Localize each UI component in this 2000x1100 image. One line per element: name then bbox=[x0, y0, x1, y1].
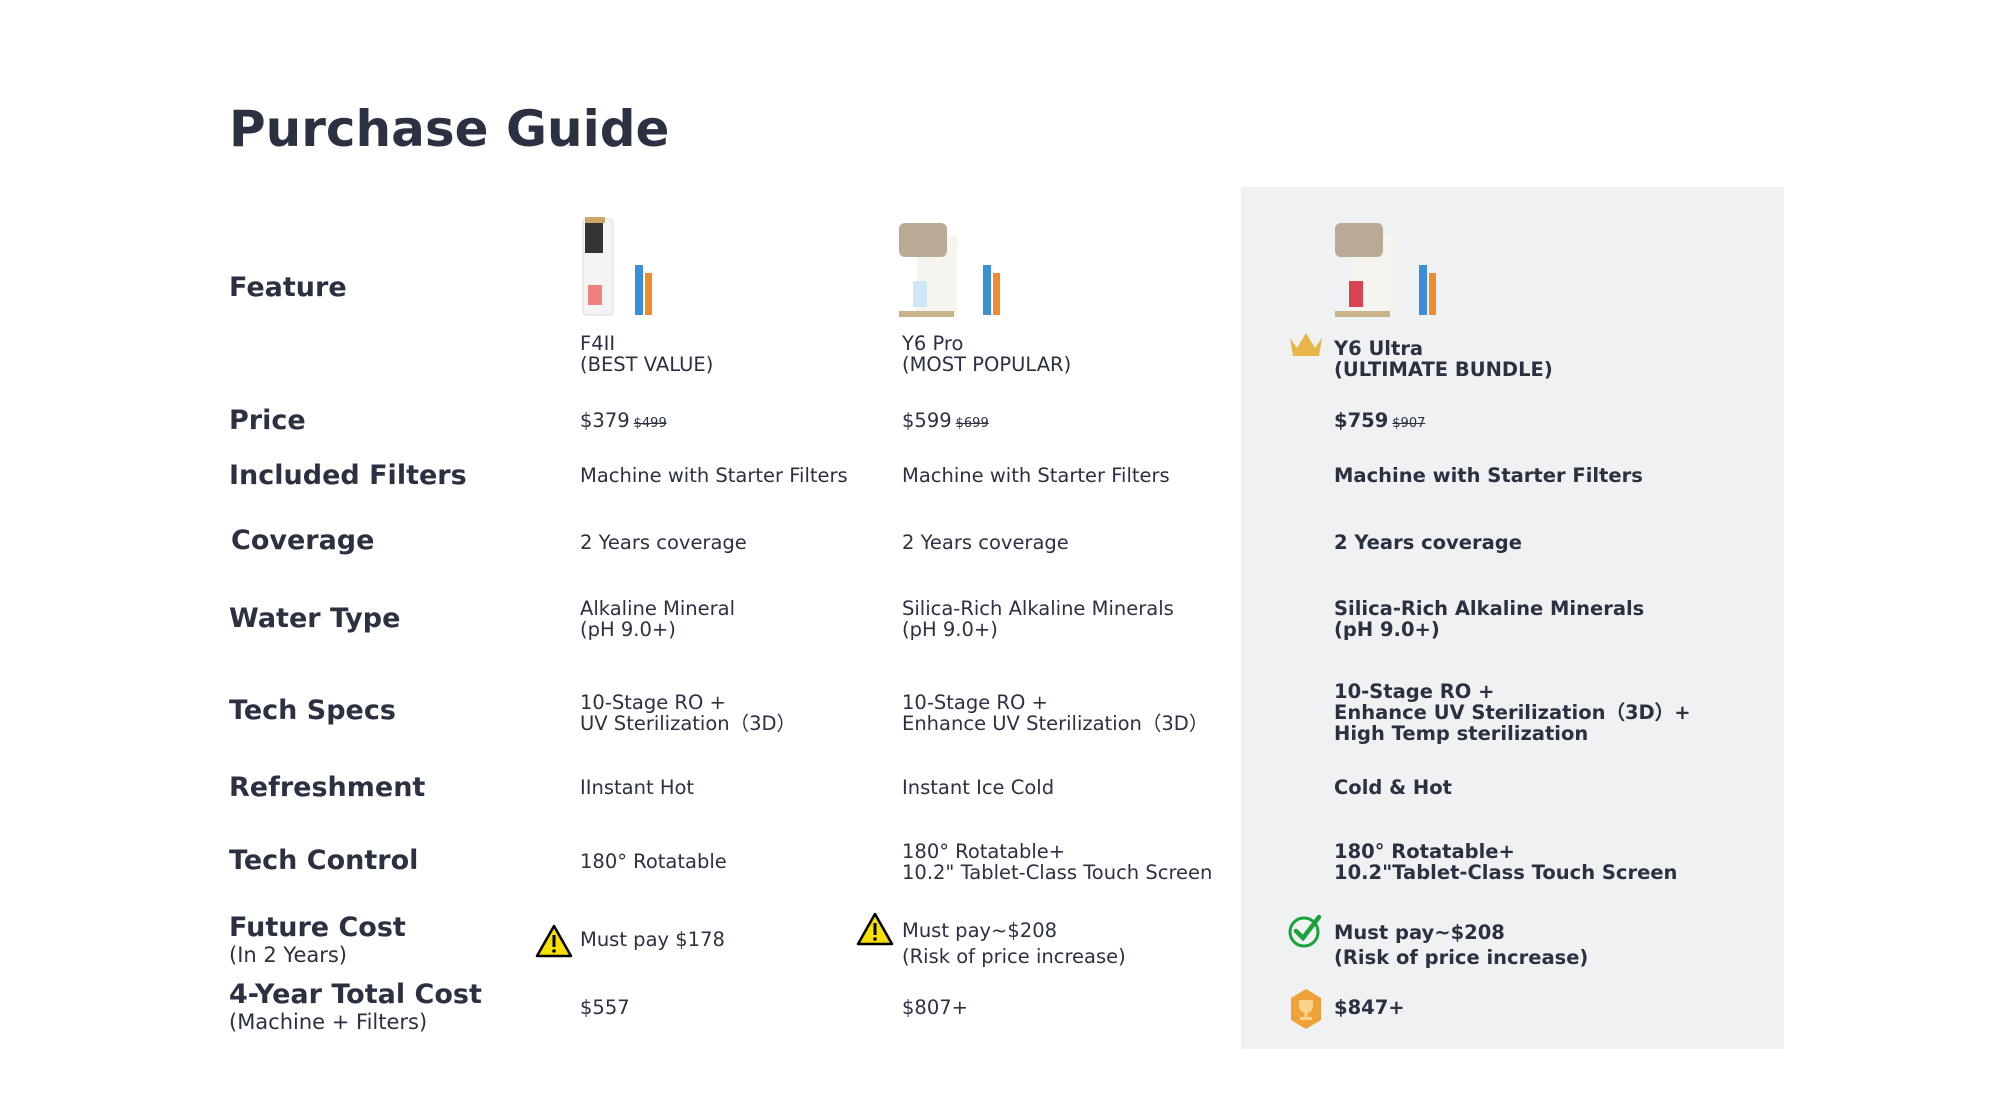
control-f4ii: 180° Rotatable bbox=[580, 850, 727, 873]
water-y6-pro: Silica-Rich Alkaline Minerals (pH 9.0+) bbox=[902, 597, 1174, 641]
filters-y6-pro: Machine with Starter Filters bbox=[902, 464, 1170, 487]
price: $379 bbox=[580, 409, 630, 432]
warning-icon bbox=[856, 912, 894, 946]
future-f4ii: Must pay $178 bbox=[580, 928, 725, 951]
refresh-y6-ultra: Cold & Hot bbox=[1334, 776, 1452, 799]
old-price: $907 bbox=[1392, 416, 1426, 431]
water-y6-ultra: Silica-Rich Alkaline Minerals (pH 9.0+) bbox=[1334, 597, 1645, 641]
total-y6-pro: $807+ bbox=[902, 996, 968, 1019]
product-image-f4ii bbox=[582, 217, 652, 316]
product-image-y6-ultra bbox=[1335, 223, 1436, 317]
row-label-feature: Feature bbox=[229, 272, 347, 303]
highlight-column-panel bbox=[1241, 187, 1784, 1049]
filters-y6-ultra: Machine with Starter Filters bbox=[1334, 464, 1643, 487]
total-sublabel: (Machine + Filters) bbox=[229, 1010, 428, 1034]
row-label-tech: Tech Specs bbox=[229, 695, 396, 726]
price: $599 bbox=[902, 409, 952, 432]
row-label-refresh: Refreshment bbox=[229, 772, 426, 803]
filters-f4ii: Machine with Starter Filters bbox=[580, 464, 848, 487]
tag: (MOST POPULAR) bbox=[902, 353, 1072, 376]
old-price: $499 bbox=[633, 416, 667, 431]
water-f4ii: Alkaline Mineral (pH 9.0+) bbox=[580, 597, 736, 641]
coverage-f4ii: 2 Years coverage bbox=[580, 531, 747, 554]
row-label-coverage: Coverage bbox=[231, 525, 375, 556]
control-y6-pro: 180° Rotatable+ 10.2" Tablet-Class Touch… bbox=[902, 840, 1213, 884]
tag: (BEST VALUE) bbox=[580, 353, 714, 376]
tech-f4ii: 10-Stage RO + UV Sterilization（3D） bbox=[580, 691, 797, 735]
future-y6-pro: Must pay~$208 (Risk of price increase) bbox=[902, 919, 1126, 968]
product-name-f4ii: F4II (BEST VALUE) bbox=[580, 333, 713, 375]
check-circle-icon bbox=[1288, 914, 1322, 948]
future-y6-ultra: Must pay~$208 (Risk of price increase) bbox=[1334, 921, 1589, 969]
refresh-f4ii: IInstant Hot bbox=[580, 776, 695, 799]
refresh-y6-pro: Instant Ice Cold bbox=[902, 776, 1055, 799]
row-label-water: Water Type bbox=[229, 603, 401, 634]
page-title: Purchase Guide bbox=[229, 100, 670, 158]
total-label: 4-Year Total Cost bbox=[229, 979, 482, 1010]
row-label-price: Price bbox=[229, 405, 306, 436]
crown-icon bbox=[1290, 333, 1322, 356]
total-f4ii: $557 bbox=[580, 996, 630, 1019]
tech-y6-pro: 10-Stage RO + Enhance UV Sterilization（3… bbox=[902, 691, 1209, 735]
old-price: $699 bbox=[955, 416, 989, 431]
price-f4ii: $379 $499 bbox=[580, 410, 667, 434]
coverage-y6-pro: 2 Years coverage bbox=[902, 531, 1069, 554]
product-name-y6-ultra: Y6 Ultra (ULTIMATE BUNDLE) bbox=[1334, 338, 1553, 380]
product-name-y6-pro: Y6 Pro (MOST POPULAR) bbox=[902, 333, 1071, 375]
total-y6-ultra: $847+ bbox=[1334, 996, 1405, 1019]
future-sublabel: (In 2 Years) bbox=[229, 943, 348, 967]
name: Y6 Pro bbox=[902, 332, 964, 355]
trophy-badge-icon bbox=[1291, 989, 1321, 1029]
row-label-future: Future Cost (In 2 Years) bbox=[229, 912, 406, 967]
future-label: Future Cost bbox=[229, 912, 406, 943]
price-y6-ultra: $759 $907 bbox=[1334, 410, 1425, 434]
row-label-total: 4-Year Total Cost (Machine + Filters) bbox=[229, 979, 482, 1034]
row-label-filters: Included Filters bbox=[229, 460, 467, 491]
coverage-y6-ultra: 2 Years coverage bbox=[1334, 531, 1522, 554]
price: $759 bbox=[1334, 409, 1389, 432]
tag: (ULTIMATE BUNDLE) bbox=[1334, 358, 1553, 381]
warning-icon bbox=[535, 924, 573, 958]
name: F4II bbox=[580, 332, 616, 355]
row-label-control: Tech Control bbox=[229, 845, 419, 876]
product-image-y6-pro bbox=[899, 223, 1000, 317]
tech-y6-ultra: 10-Stage RO + Enhance UV Sterilization（3… bbox=[1334, 680, 1691, 745]
control-y6-ultra: 180° Rotatable+ 10.2"Tablet-Class Touch … bbox=[1334, 840, 1678, 884]
price-y6-pro: $599 $699 bbox=[902, 410, 989, 434]
name: Y6 Ultra bbox=[1334, 337, 1424, 360]
